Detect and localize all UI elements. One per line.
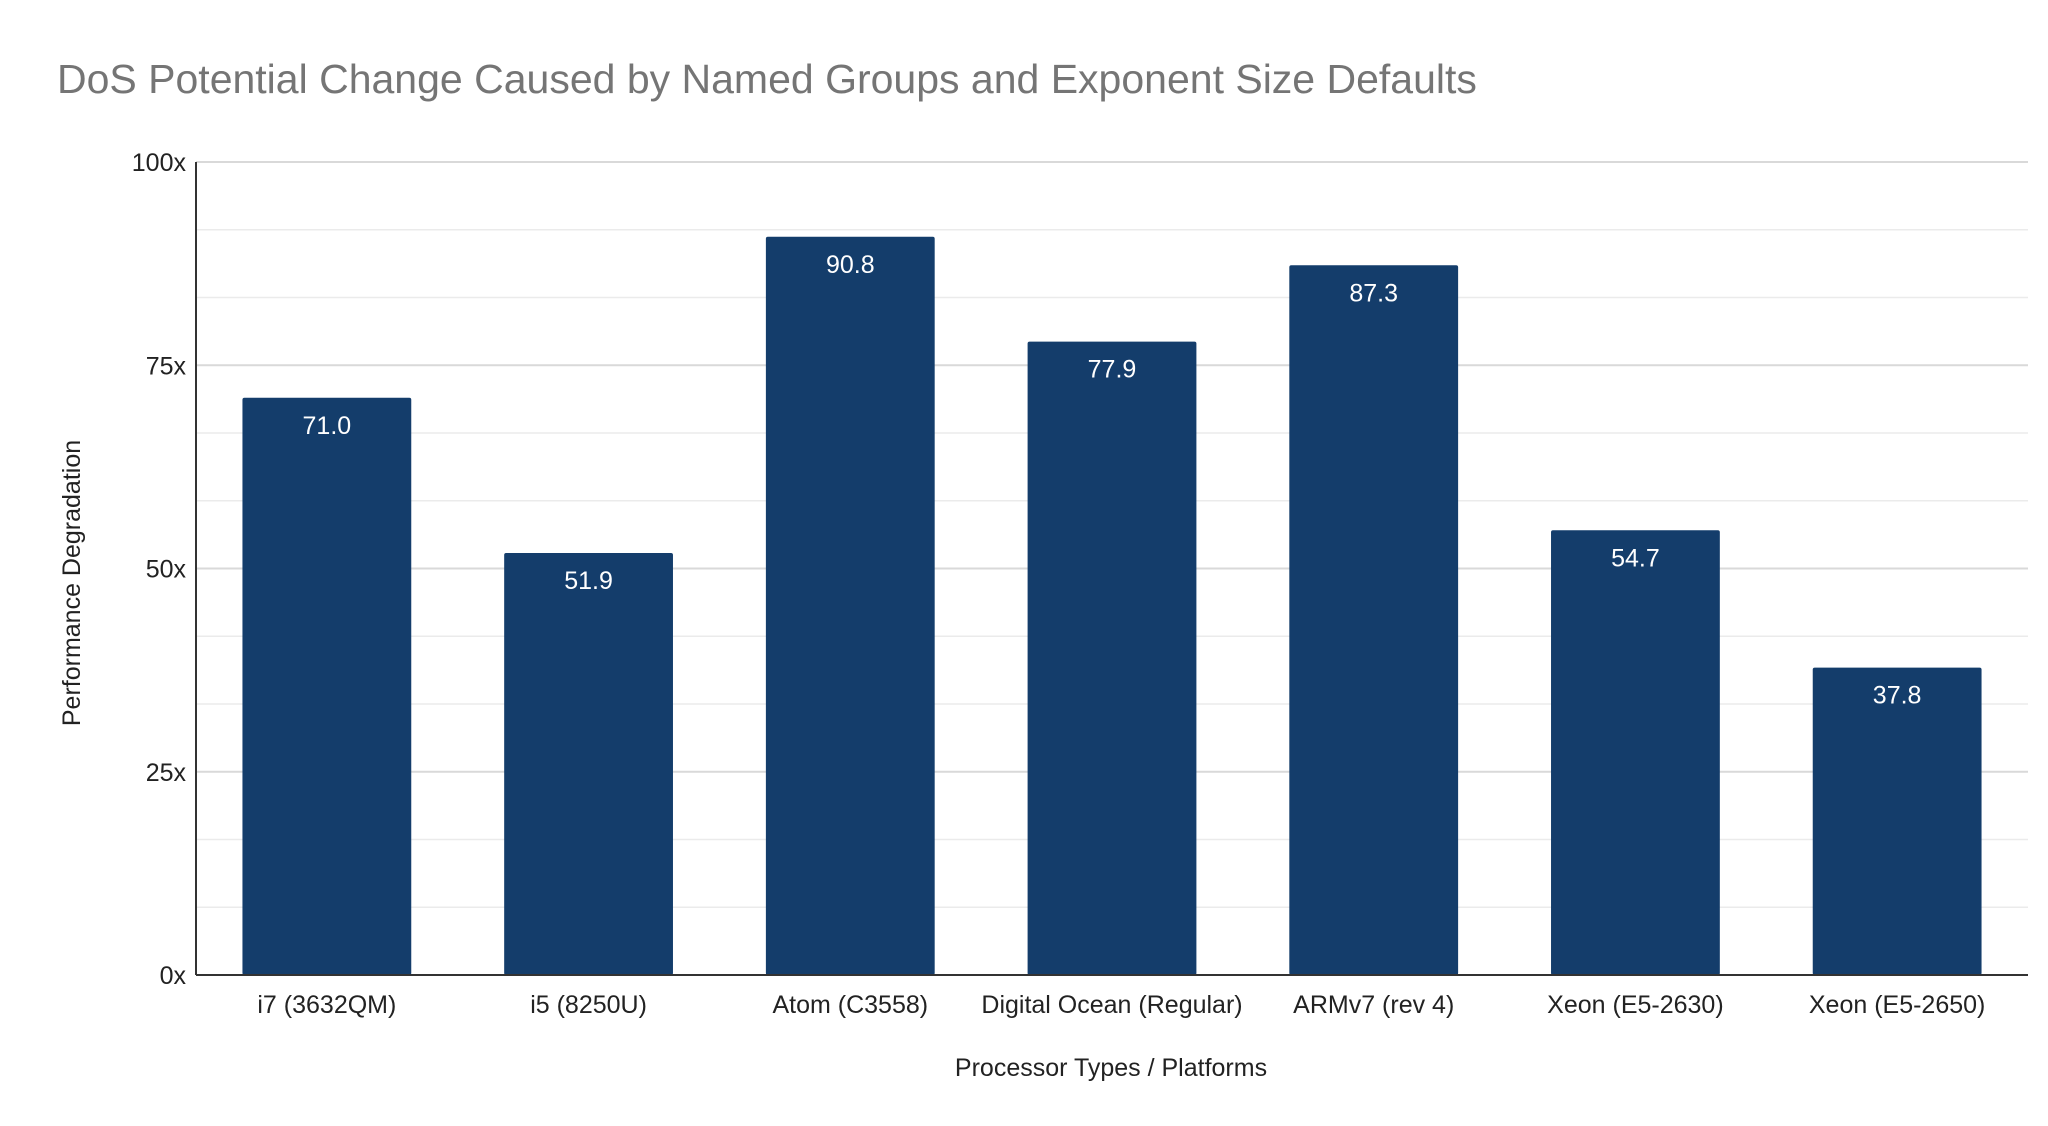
bar — [1027, 341, 1197, 976]
y-tick-label: 100x — [132, 149, 187, 177]
x-tick-label: Atom (C3558) — [772, 991, 928, 1019]
bar-data-label: 51.9 — [564, 567, 613, 595]
x-tick-label: i7 (3632QM) — [257, 991, 396, 1019]
x-tick-label: Xeon (E5-2630) — [1547, 991, 1724, 1019]
y-tick-label: 25x — [146, 759, 187, 787]
bar — [1289, 265, 1459, 976]
bar — [242, 397, 412, 975]
axes — [195, 162, 2028, 976]
x-tick-label: i5 (8250U) — [530, 991, 647, 1019]
labels: 0x 25x 50x 75x 100x 71.0 i7 (3632QM) 51.9 i5 (82… — [132, 149, 1986, 1019]
y-axis-title: Performance Degradation — [58, 440, 86, 726]
bar — [765, 236, 935, 975]
bar — [1812, 667, 1982, 975]
bar — [1551, 530, 1720, 975]
x-tick-label: Digital Ocean (Regular) — [981, 991, 1242, 1019]
x-tick-label: ARMv7 (rev 4) — [1293, 991, 1454, 1019]
y-tick-label: 0x — [160, 962, 187, 990]
x-tick-label: Xeon (E5-2650) — [1809, 991, 1986, 1019]
bar-data-label: 54.7 — [1611, 544, 1660, 572]
bar-data-label: 90.8 — [826, 251, 875, 279]
y-tick-label: 75x — [146, 352, 187, 380]
x-axis-title: Processor Types / Platforms — [955, 1054, 1267, 1082]
bar-data-label: 37.8 — [1873, 682, 1922, 710]
y-tick-label: 50x — [146, 556, 187, 584]
bars — [242, 236, 1982, 976]
bar-data-label: 71.0 — [303, 412, 352, 440]
bar — [504, 553, 673, 975]
bar-data-label: 87.3 — [1349, 279, 1398, 307]
bar-data-label: 77.9 — [1088, 356, 1137, 384]
chart-title: DoS Potential Change Caused by Named Gro… — [57, 56, 1477, 102]
